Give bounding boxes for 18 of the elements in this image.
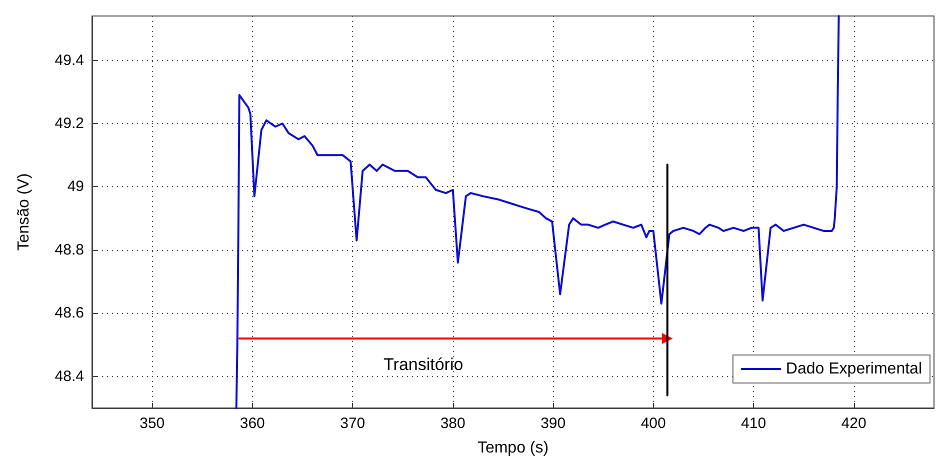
y-tick-label: 48.8 — [54, 241, 84, 258]
x-tick-label: 360 — [240, 415, 265, 432]
y-tick-label: 49.2 — [54, 114, 84, 132]
y-tick-label: 49 — [67, 178, 84, 196]
y-tick-label: 48.4 — [54, 368, 84, 385]
y-tick-label: 48.6 — [54, 304, 84, 322]
x-tick-label: 400 — [640, 415, 666, 432]
y-tick-label: 49.4 — [54, 52, 84, 69]
x-tick-label: 350 — [140, 415, 165, 432]
x-tick-label: 380 — [440, 415, 466, 432]
x-axis-title: Tempo (s) — [477, 440, 549, 456]
x-tick-label: 420 — [841, 415, 866, 432]
y-axis-title: Tensão (V) — [16, 173, 32, 251]
x-tick-label: 410 — [741, 415, 766, 432]
series-label: Transitório — [384, 354, 464, 374]
x-tick-label: 370 — [340, 415, 366, 432]
x-tick-label: 390 — [540, 415, 566, 432]
legend-label: Dado Experimental — [786, 360, 922, 378]
